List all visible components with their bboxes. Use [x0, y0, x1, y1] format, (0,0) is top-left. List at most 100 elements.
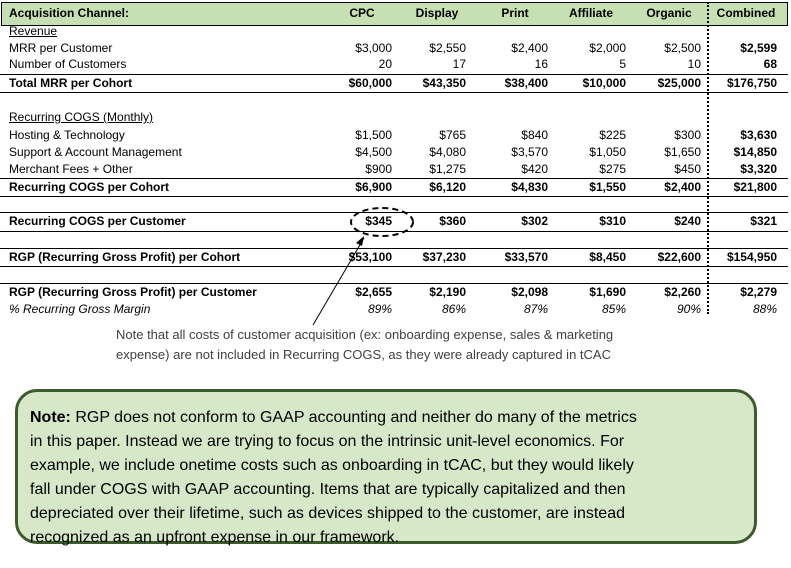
row-rgp-per-customer-value: $2,279	[740, 285, 777, 299]
row-mrr-per-customer-value: $2,550	[429, 41, 466, 55]
row-total-mrr-per-cohort-value: $176,750	[726, 76, 777, 90]
row-recurring-cogs-per-customer-label: Recurring COGS per Customer	[9, 214, 186, 228]
row-hosting-technology-value: $1,500	[355, 128, 392, 142]
table-header-band	[1, 2, 788, 26]
note-line: recognized as an upfront expense in our …	[30, 529, 400, 546]
row-gross-margin-value: 88%	[752, 302, 777, 316]
row-merchant-fees-value: $900	[365, 162, 392, 176]
row-gross-margin-value: 87%	[523, 302, 548, 316]
combined-column-separator	[707, 2, 709, 314]
rule-above-rgp-cohort	[0, 248, 788, 249]
row-number-of-customers-value: 68	[763, 57, 777, 71]
row-number-of-customers-value: 5	[619, 57, 626, 71]
row-mrr-per-customer-value: $2,599	[740, 41, 777, 55]
section-label-cogs-label: Recurring COGS (Monthly)	[9, 110, 154, 124]
rule-below-total-mrr	[0, 92, 788, 93]
column-header: Display	[415, 6, 459, 20]
row-support-account-management-value: $4,500	[355, 145, 392, 159]
rule-below-cogs-cohort	[0, 196, 788, 197]
row-recurring-cogs-per-cohort-label: Recurring COGS per Cohort	[9, 180, 170, 194]
row-rgp-per-cohort-value: $33,570	[504, 250, 548, 264]
footnote-line: expense) are not included in Recurring C…	[116, 347, 611, 362]
row-mrr-per-customer-value: $2,500	[664, 41, 701, 55]
gaap-note-box: Note: RGP does not conform to GAAP accou…	[15, 389, 757, 546]
row-rgp-per-cohort-value: $154,950	[726, 250, 777, 264]
row-recurring-cogs-per-cohort-value: $1,550	[589, 180, 626, 194]
row-hosting-technology-value: $3,630	[740, 128, 777, 142]
rule-above-rgp-customer	[0, 283, 788, 284]
row-gross-margin-label: % Recurring Gross Margin	[9, 302, 151, 316]
row-gross-margin-value: 89%	[367, 302, 392, 316]
column-header: CPC	[349, 6, 375, 20]
row-hosting-technology-value: $225	[599, 128, 626, 142]
row-rgp-per-cohort-value: $8,450	[589, 250, 626, 264]
row-total-mrr-per-cohort-value: $10,000	[582, 76, 626, 90]
highlight-circle	[350, 207, 414, 237]
row-mrr-per-customer-value: $2,400	[511, 41, 548, 55]
row-merchant-fees-label: Merchant Fees + Other	[9, 162, 133, 176]
rule-below-rgp-cohort	[0, 266, 788, 267]
row-support-account-management-value: $1,050	[589, 145, 626, 159]
cogs-footnote: Note that all costs of customer acquisit…	[116, 325, 716, 365]
row-rgp-per-customer-value: $2,260	[664, 285, 701, 299]
row-total-mrr-per-cohort-value: $38,400	[504, 76, 548, 90]
row-hosting-technology-label: Hosting & Technology	[9, 128, 125, 142]
row-total-mrr-per-cohort-value: $43,350	[422, 76, 466, 90]
row-rgp-per-customer-label: RGP (Recurring Gross Profit) per Custome…	[9, 285, 257, 299]
row-recurring-cogs-per-customer-value: $310	[599, 214, 626, 228]
note-line: example, we include onetime costs such a…	[30, 457, 634, 474]
annotation-overlay	[312, 207, 414, 326]
row-mrr-per-customer-value: $2,000	[589, 41, 626, 55]
rule-above-cogs-cohort	[0, 178, 788, 179]
row-rgp-per-customer-value: $2,098	[511, 285, 548, 299]
row-merchant-fees-value: $420	[521, 162, 548, 176]
row-recurring-cogs-per-cohort-value: $6,900	[355, 180, 392, 194]
row-support-account-management-label: Support & Account Management	[9, 145, 182, 159]
note-bold-label: Note:	[30, 409, 71, 426]
column-header: Print	[501, 6, 529, 20]
row-number-of-customers-value: 17	[452, 57, 466, 71]
rule-below-cogs-customer	[0, 231, 788, 232]
column-header: Affiliate	[568, 6, 613, 20]
note-line: fall under COGS with GAAP accounting. It…	[30, 481, 626, 498]
row-recurring-cogs-per-cohort-value: $2,400	[664, 180, 701, 194]
row-gross-margin-value: 90%	[676, 302, 701, 316]
rule-above-total-mrr	[0, 74, 788, 75]
column-header: Organic	[646, 6, 692, 20]
row-rgp-per-cohort-value: $22,600	[657, 250, 701, 264]
row-recurring-cogs-per-customer-value: $345	[365, 214, 392, 228]
row-number-of-customers-label: Number of Customers	[9, 57, 127, 71]
note-line: in this paper. Instead we are trying to …	[30, 433, 625, 450]
row-merchant-fees-value: $450	[674, 162, 701, 176]
row-rgp-per-customer-value: $2,655	[355, 285, 392, 299]
note-line: depreciated over their lifetime, such as…	[30, 505, 625, 522]
row-merchant-fees-value: $275	[599, 162, 626, 176]
unit-economics-table: Acquisition Channel: CPC Display Print Affil…	[0, 2, 788, 326]
row-total-mrr-per-cohort-label: Total MRR per Cohort	[9, 76, 133, 90]
row-rgp-per-cohort-value: $53,100	[348, 250, 392, 264]
row-total-mrr-per-cohort-value: $25,000	[657, 76, 701, 90]
row-total-mrr-per-cohort-value: $60,000	[348, 76, 392, 90]
row-recurring-cogs-per-cohort-value: $21,800	[733, 180, 777, 194]
rule-above-cogs-customer	[0, 212, 788, 213]
section-label-revenue-label: Revenue	[9, 24, 58, 38]
row-recurring-cogs-per-customer-value: $302	[521, 214, 548, 228]
row-rgp-per-customer-value: $1,690	[589, 285, 626, 299]
row-gross-margin-value: 86%	[441, 302, 466, 316]
header-label: Acquisition Channel:	[9, 6, 129, 20]
row-gross-margin-value: 85%	[601, 302, 626, 316]
row-number-of-customers-value: 20	[378, 57, 392, 71]
row-recurring-cogs-per-customer-value: $360	[439, 214, 466, 228]
note-text: RGP does not conform to GAAP accounting …	[70, 409, 637, 426]
row-recurring-cogs-per-customer-value: $321	[750, 214, 777, 228]
row-merchant-fees-value: $3,320	[740, 162, 777, 176]
row-rgp-per-cohort-label: RGP (Recurring Gross Profit) per Cohort	[9, 250, 241, 264]
row-merchant-fees-value: $1,275	[429, 162, 466, 176]
footnote-line: Note that all costs of customer acquisit…	[116, 327, 614, 342]
row-recurring-cogs-per-customer-value: $240	[674, 214, 701, 228]
row-support-account-management-value: $14,850	[733, 145, 777, 159]
row-support-account-management-value: $3,570	[511, 145, 548, 159]
row-recurring-cogs-per-cohort-value: $4,830	[511, 180, 548, 194]
row-number-of-customers-value: 16	[534, 57, 548, 71]
row-mrr-per-customer-value: $3,000	[355, 41, 392, 55]
